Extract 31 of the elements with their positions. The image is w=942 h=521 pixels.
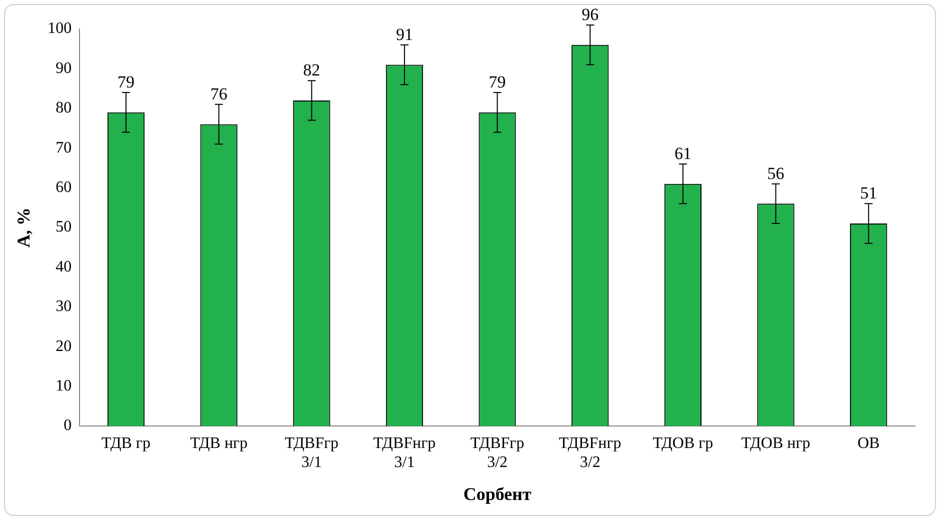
y-tick-label: 50	[56, 218, 72, 236]
y-tick-label: 80	[56, 100, 72, 117]
x-tick-label: ТДОВ гр	[652, 434, 714, 452]
x-tick-label: ТДВFгр 3/1	[284, 434, 339, 472]
y-tick-label: 30	[56, 298, 72, 316]
data-label: 51	[860, 184, 878, 203]
y-axis-title: А, %	[13, 208, 34, 248]
data-label: 56	[767, 164, 784, 183]
y-tick-label: 60	[56, 179, 72, 196]
y-tick-label: 40	[56, 258, 72, 276]
x-tick-label: ТДВ нгр	[190, 434, 248, 452]
x-tick-label: ТДОВ нгр	[741, 434, 810, 452]
y-tick-label: 0	[64, 417, 72, 434]
x-tick-label: ТДВFнгр 3/1	[373, 434, 436, 472]
y-tick-label: 100	[48, 20, 72, 38]
y-tick-label: 20	[56, 338, 72, 355]
data-label: 96	[582, 5, 599, 24]
x-tick-label: ТДВ гр	[102, 434, 150, 452]
data-label: 76	[210, 84, 228, 104]
data-label: 61	[674, 144, 692, 163]
y-tick-label: 90	[56, 60, 72, 77]
x-tick-label: ОВ	[857, 434, 880, 452]
data-label: 91	[396, 24, 413, 44]
data-label: 79	[488, 72, 506, 92]
x-tick-label: ТДВFнгр 3/2	[558, 434, 622, 472]
y-tick-label: 10	[56, 378, 72, 395]
x-tick-label: ТДВFгр 3/2	[470, 434, 524, 472]
data-label: 79	[118, 72, 135, 92]
y-tick-label: 70	[56, 139, 72, 156]
x-axis-title: Сорбент	[463, 484, 532, 504]
data-label: 82	[303, 60, 320, 80]
